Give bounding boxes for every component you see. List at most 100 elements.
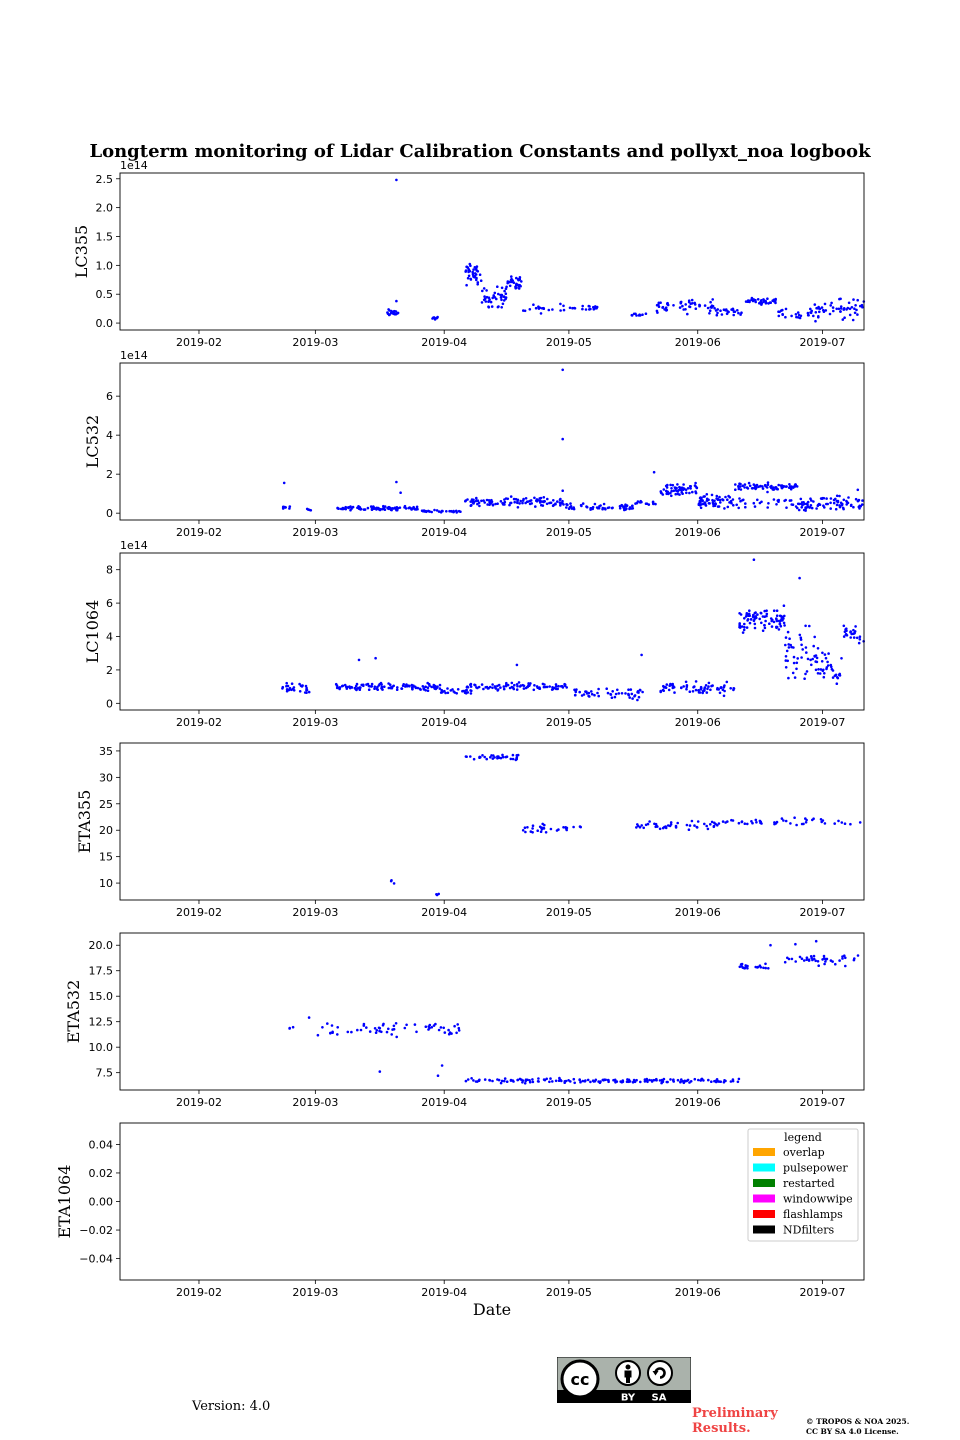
data-point [763, 609, 766, 613]
data-point [646, 1080, 649, 1084]
data-point [670, 487, 673, 490]
data-point [744, 502, 747, 505]
data-point [800, 822, 804, 826]
data-point [558, 498, 562, 502]
data-point [412, 507, 415, 510]
data-point [472, 274, 475, 278]
person-icon [615, 1360, 641, 1386]
data-point [856, 298, 859, 302]
data-point [796, 657, 799, 660]
data-point [528, 502, 532, 506]
data-point [804, 821, 808, 824]
data-point [673, 486, 677, 489]
data-point [740, 625, 744, 628]
data-point [729, 687, 732, 690]
data-point [526, 826, 529, 829]
data-point [523, 826, 527, 829]
data-point [497, 683, 501, 687]
data-point [823, 962, 826, 966]
data-point [737, 506, 740, 510]
data-point [643, 1080, 647, 1083]
data-point [856, 488, 860, 492]
data-point [706, 498, 710, 502]
data-point [814, 959, 817, 963]
data-point [340, 684, 344, 688]
data-point [515, 282, 518, 286]
data-point [748, 609, 751, 612]
data-point [503, 500, 507, 504]
data-point [343, 507, 346, 510]
data-point [697, 1078, 700, 1082]
y-tick-label: 12.5 [89, 1016, 114, 1029]
data-point [648, 820, 651, 823]
data-point [710, 820, 714, 824]
data-point [710, 493, 714, 497]
x-tick-label: 2019-07 [799, 1286, 845, 1299]
data-point [809, 658, 812, 662]
data-point [469, 692, 473, 695]
data-point [722, 685, 726, 689]
data-point [493, 685, 497, 688]
data-point [290, 682, 294, 685]
data-point [856, 954, 860, 957]
data-point [482, 287, 486, 290]
data-point [793, 676, 797, 679]
data-point [606, 691, 610, 695]
y-tick-label: 0.0 [96, 317, 114, 330]
data-point [597, 687, 600, 691]
data-point [661, 1080, 664, 1084]
data-point [695, 825, 699, 829]
data-point [607, 1079, 610, 1082]
data-point [765, 614, 768, 618]
data-point [544, 831, 548, 834]
data-point [769, 943, 772, 947]
data-point [392, 1024, 396, 1028]
data-point [394, 310, 398, 313]
data-point [510, 681, 514, 685]
data-point [533, 496, 536, 500]
data-point [762, 966, 765, 970]
data-point [765, 612, 769, 616]
data-point [737, 311, 740, 315]
data-point [309, 509, 313, 512]
data-point [281, 505, 285, 509]
data-point [455, 1031, 458, 1035]
data-point [378, 1070, 382, 1073]
data-point [615, 1080, 619, 1083]
data-point [545, 502, 549, 506]
y-tick-label: 0.02 [89, 1167, 114, 1180]
data-point [433, 318, 437, 321]
data-point [387, 505, 391, 509]
data-point [614, 692, 618, 696]
data-point [627, 1080, 631, 1084]
data-point [509, 501, 512, 505]
data-point [633, 695, 636, 698]
data-point [651, 501, 655, 504]
data-point [721, 820, 725, 823]
data-point [681, 492, 684, 496]
data-point [305, 688, 308, 692]
data-point [502, 295, 506, 298]
data-point [674, 488, 677, 492]
data-point [842, 498, 846, 502]
data-point [707, 681, 711, 685]
data-point [693, 1077, 697, 1081]
data-point [551, 1080, 554, 1083]
data-point [853, 957, 856, 960]
data-point [669, 483, 672, 487]
data-point [572, 825, 575, 829]
data-point [719, 309, 722, 313]
data-point [835, 503, 839, 507]
x-tick-label: 2019-04 [421, 1286, 467, 1299]
data-point [700, 503, 703, 506]
data-point [542, 685, 546, 689]
data-point [817, 668, 820, 671]
data-point [505, 1080, 509, 1083]
data-point [502, 687, 506, 691]
data-point [739, 963, 743, 966]
data-point [723, 1079, 726, 1082]
data-point [366, 682, 370, 686]
y-tick-label: 25 [99, 798, 113, 811]
preliminary-notice: Preliminary Results. [692, 1406, 778, 1436]
data-point [822, 675, 826, 679]
